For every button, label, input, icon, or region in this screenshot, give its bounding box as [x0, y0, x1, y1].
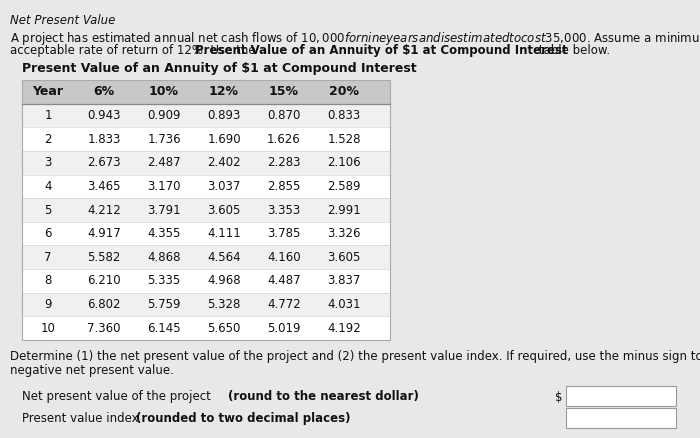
- Text: 7.360: 7.360: [88, 321, 120, 335]
- Text: 2.991: 2.991: [327, 204, 361, 216]
- Text: 5.019: 5.019: [267, 321, 301, 335]
- Text: 3.605: 3.605: [207, 204, 241, 216]
- Text: table below.: table below.: [535, 44, 610, 57]
- Bar: [566, 408, 676, 428]
- Text: 4.772: 4.772: [267, 298, 301, 311]
- Text: 5.335: 5.335: [148, 275, 181, 287]
- Text: 0.943: 0.943: [88, 109, 120, 122]
- Text: 6.802: 6.802: [88, 298, 120, 311]
- Text: 3.326: 3.326: [328, 227, 360, 240]
- Bar: [22, 80, 390, 104]
- Bar: [22, 269, 390, 293]
- Text: 6: 6: [44, 227, 52, 240]
- Text: 2.283: 2.283: [267, 156, 301, 169]
- Text: Present Value of an Annuity of $1 at Compound Interest: Present Value of an Annuity of $1 at Com…: [22, 62, 416, 75]
- Text: 3.465: 3.465: [88, 180, 120, 193]
- Text: 1: 1: [44, 109, 52, 122]
- Text: 4.355: 4.355: [147, 227, 181, 240]
- Text: 2.855: 2.855: [267, 180, 301, 193]
- Text: 3.605: 3.605: [328, 251, 360, 264]
- Text: 4.968: 4.968: [207, 275, 241, 287]
- Text: 15%: 15%: [269, 85, 299, 98]
- Text: 0.833: 0.833: [328, 109, 360, 122]
- Text: 8: 8: [44, 275, 52, 287]
- Text: negative net present value.: negative net present value.: [10, 364, 174, 377]
- Text: Net present value of the project: Net present value of the project: [22, 390, 215, 403]
- Text: 5.328: 5.328: [207, 298, 241, 311]
- Text: 4.487: 4.487: [267, 275, 301, 287]
- Text: 5.759: 5.759: [147, 298, 181, 311]
- Bar: [22, 198, 390, 222]
- Text: 3.170: 3.170: [147, 180, 181, 193]
- Text: 4.031: 4.031: [328, 298, 360, 311]
- Text: 3.791: 3.791: [147, 204, 181, 216]
- Text: 4.212: 4.212: [87, 204, 121, 216]
- Text: Net Present Value: Net Present Value: [10, 14, 116, 27]
- Text: Determine (1) the net present value of the project and (2) the present value ind: Determine (1) the net present value of t…: [10, 350, 700, 363]
- Text: 12%: 12%: [209, 85, 239, 98]
- Text: acceptable rate of return of 12%. Use the: acceptable rate of return of 12%. Use th…: [10, 44, 260, 57]
- Text: 5.582: 5.582: [88, 251, 120, 264]
- Text: A project has estimated annual net cash flows of $10,000 for nine years and is e: A project has estimated annual net cash …: [10, 30, 700, 47]
- Text: 2: 2: [44, 133, 52, 145]
- Bar: [22, 104, 390, 127]
- Text: 20%: 20%: [329, 85, 359, 98]
- Text: 10%: 10%: [149, 85, 179, 98]
- Text: 10: 10: [41, 321, 55, 335]
- Text: (rounded to two decimal places): (rounded to two decimal places): [136, 412, 351, 425]
- Text: 4.192: 4.192: [327, 321, 361, 335]
- Text: Present value index: Present value index: [22, 412, 142, 425]
- Bar: [22, 222, 390, 245]
- Text: 5: 5: [44, 204, 52, 216]
- Text: 1.736: 1.736: [147, 133, 181, 145]
- Text: 2.589: 2.589: [328, 180, 360, 193]
- Text: 3.785: 3.785: [267, 227, 301, 240]
- Text: 3.037: 3.037: [207, 180, 241, 193]
- Text: 4.917: 4.917: [87, 227, 121, 240]
- Text: 3.353: 3.353: [267, 204, 300, 216]
- Text: $: $: [555, 391, 563, 404]
- Text: Year: Year: [32, 85, 64, 98]
- Text: 2.402: 2.402: [207, 156, 241, 169]
- Text: (round to the nearest dollar): (round to the nearest dollar): [228, 390, 419, 403]
- Text: 4.564: 4.564: [207, 251, 241, 264]
- Text: 4.160: 4.160: [267, 251, 301, 264]
- Text: Present Value of an Annuity of $1 at Compound Interest: Present Value of an Annuity of $1 at Com…: [195, 44, 568, 57]
- Text: 0.893: 0.893: [207, 109, 241, 122]
- Text: 1.690: 1.690: [207, 133, 241, 145]
- Bar: [566, 386, 676, 406]
- Text: 4: 4: [44, 180, 52, 193]
- Text: 3.837: 3.837: [328, 275, 360, 287]
- Text: 7: 7: [44, 251, 52, 264]
- Text: 6.145: 6.145: [147, 321, 181, 335]
- Text: 4.111: 4.111: [207, 227, 241, 240]
- Text: 1.528: 1.528: [328, 133, 360, 145]
- Bar: [22, 127, 390, 151]
- Text: 0.909: 0.909: [147, 109, 181, 122]
- Text: 5.650: 5.650: [207, 321, 241, 335]
- Text: 1.626: 1.626: [267, 133, 301, 145]
- Text: 4.868: 4.868: [147, 251, 181, 264]
- Bar: [22, 80, 390, 340]
- Text: 2.673: 2.673: [88, 156, 121, 169]
- Bar: [22, 151, 390, 175]
- Bar: [22, 175, 390, 198]
- Bar: [22, 245, 390, 269]
- Text: 3: 3: [44, 156, 52, 169]
- Text: 9: 9: [44, 298, 52, 311]
- Text: 2.106: 2.106: [327, 156, 360, 169]
- Text: 6%: 6%: [93, 85, 115, 98]
- Text: 0.870: 0.870: [267, 109, 301, 122]
- Bar: [22, 316, 390, 340]
- Text: 2.487: 2.487: [147, 156, 181, 169]
- Text: 1.833: 1.833: [88, 133, 120, 145]
- Bar: [22, 104, 390, 340]
- Text: 6.210: 6.210: [88, 275, 121, 287]
- Bar: [22, 293, 390, 316]
